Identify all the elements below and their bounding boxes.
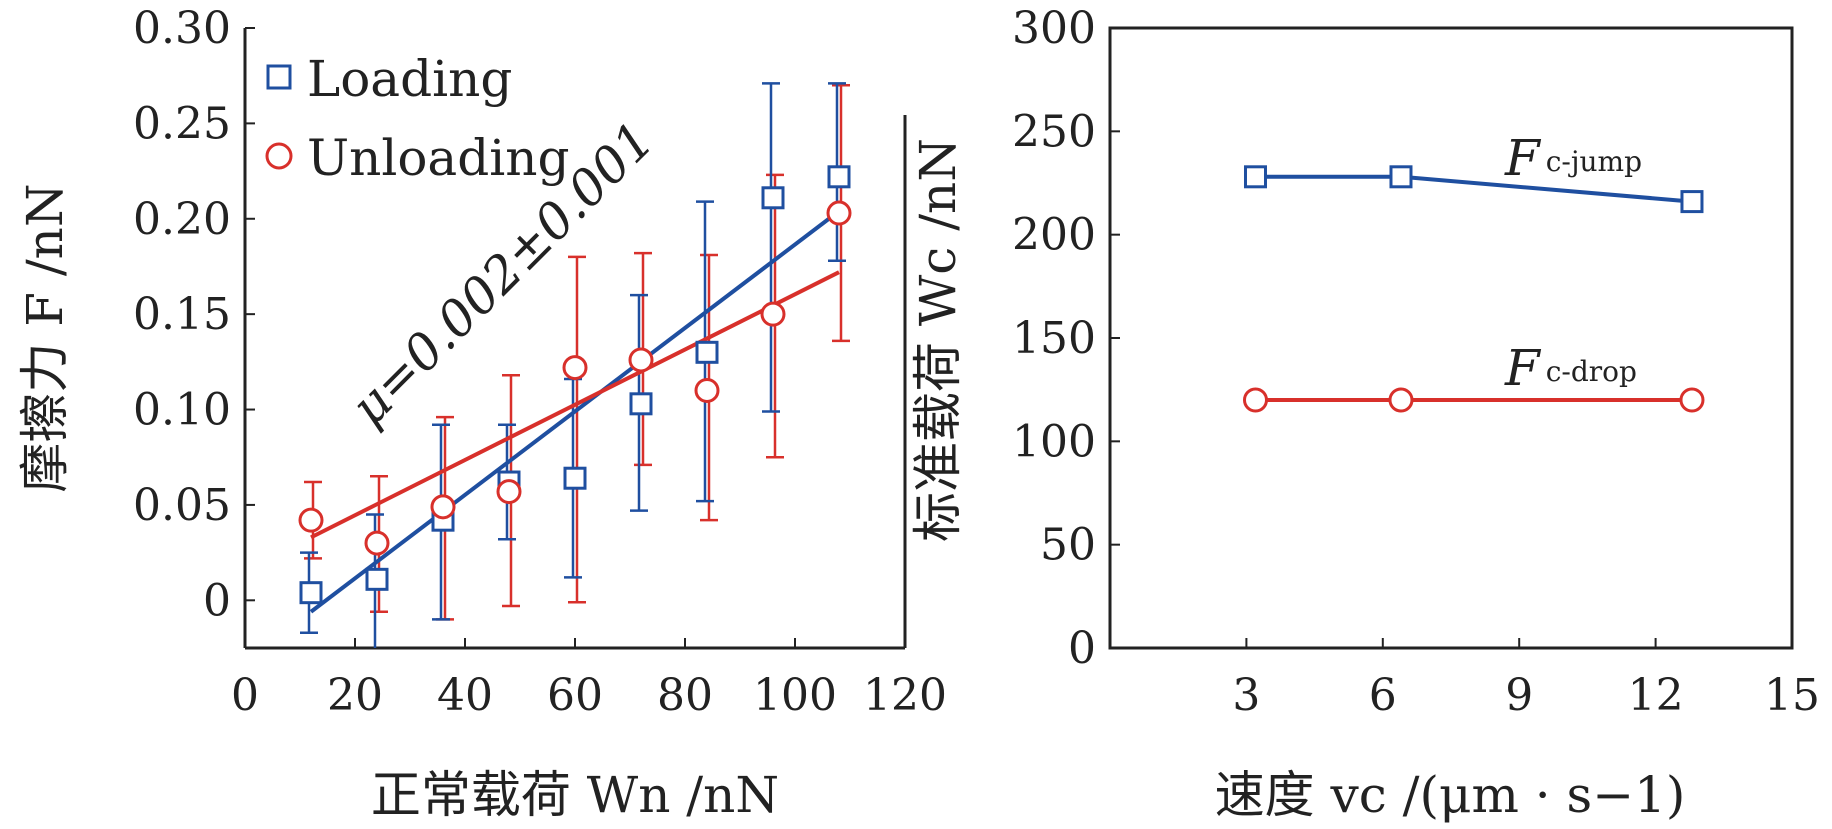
left-x-tick-label: 20 — [327, 670, 383, 721]
left-point-unloading — [826, 200, 852, 226]
legend-unloading-label: Unloading — [307, 129, 569, 187]
series-label-fc-drop-sub: c-drop — [1546, 355, 1637, 388]
right-point-fc-jump — [1680, 190, 1704, 214]
left-point-unloading — [760, 301, 786, 327]
right-x-tick-label: 9 — [1505, 670, 1533, 721]
right-y-tick-label: 300 — [1012, 3, 1096, 54]
left-x-tick-label: 0 — [231, 670, 259, 721]
right-line-fc-jump — [1255, 174, 1693, 204]
right-point-fc-jump — [1389, 165, 1413, 189]
left-fit-line-unloading — [310, 270, 840, 540]
series-label-fc-jump-sub: c-jump — [1546, 145, 1642, 178]
left-y-tick-label: 0.20 — [133, 194, 231, 245]
right-y-tick-label: 0 — [1068, 623, 1096, 674]
left-fit-line-loading — [309, 209, 841, 614]
left-point-loading — [761, 186, 785, 210]
left-point-unloading — [298, 507, 324, 533]
left-point-unloading — [430, 494, 456, 520]
right-x-tick-label: 15 — [1764, 670, 1820, 721]
left-y-tick-label: 0.30 — [133, 3, 231, 54]
right-point-fc-drop — [1242, 387, 1268, 413]
left-y-tick-label: 0.10 — [133, 385, 231, 436]
left-point-loading — [365, 567, 389, 591]
left-point-loading — [629, 392, 653, 416]
left-x-tick-label: 100 — [753, 670, 837, 721]
left-point-loading — [299, 581, 323, 605]
legend-unloading-marker — [265, 142, 293, 170]
left-point-unloading — [364, 530, 390, 556]
left-plot-area — [243, 28, 907, 650]
series-label-fc-jump-main: F — [1504, 129, 1542, 187]
right-markers — [1242, 165, 1705, 413]
left-chart: 0 20 40 60 80 100 120 0 0.05 0.10 0.15 0.20 0.25 0.3… — [16, 3, 947, 824]
left-point-unloading — [496, 479, 522, 505]
right-y-axis-label: 标准载荷 Wc /nN — [909, 138, 967, 542]
right-point-fc-drop — [1388, 387, 1414, 413]
series-label-fc-drop-main: F — [1504, 339, 1542, 397]
left-x-tick-label: 120 — [863, 670, 947, 721]
left-x-tick-label: 80 — [657, 670, 713, 721]
left-x-ticks: 0 20 40 60 80 100 120 — [231, 638, 947, 721]
left-point-loading — [695, 340, 719, 364]
right-x-tick-label: 12 — [1628, 670, 1684, 721]
left-y-ticks: 0 0.05 0.10 0.15 0.20 0.25 0.30 — [133, 3, 255, 626]
legend-loading-label: Loading — [307, 50, 512, 108]
left-y-tick-label: 0 — [203, 575, 231, 626]
left-y-tick-label: 0.25 — [133, 98, 231, 149]
right-x-axis-label: 速度 vc /(μm · s−1) — [1215, 766, 1686, 824]
left-point-unloading — [562, 355, 588, 381]
right-plot-frame — [1108, 26, 1794, 650]
right-x-tick-label: 6 — [1369, 670, 1397, 721]
right-y-tick-label: 100 — [1012, 416, 1096, 467]
left-point-unloading — [694, 377, 720, 403]
right-y-tick-label: 250 — [1012, 106, 1096, 157]
right-y-tick-label: 50 — [1040, 520, 1096, 571]
legend-loading-marker — [266, 64, 292, 90]
right-y-ticks: 0 50 100 150 200 250 300 — [1012, 3, 1120, 674]
right-y-tick-label: 150 — [1012, 313, 1096, 364]
left-x-axis-label: 正常载荷 Wn /nN — [371, 766, 779, 824]
left-x-tick-label: 60 — [547, 670, 603, 721]
left-legend: Loading Unloading — [265, 50, 569, 187]
right-y-tick-label: 200 — [1012, 210, 1096, 261]
left-y-tick-label: 0.05 — [133, 480, 231, 531]
right-point-fc-drop — [1679, 387, 1705, 413]
right-x-tick-label: 3 — [1232, 670, 1260, 721]
left-point-unloading — [628, 347, 654, 373]
left-y-tick-label: 0.15 — [133, 289, 231, 340]
left-fit-lines — [309, 209, 841, 614]
left-y-axis-label: 摩擦力 F /nN — [16, 183, 74, 492]
left-x-tick-label: 40 — [437, 670, 493, 721]
left-markers — [298, 165, 852, 605]
right-x-ticks: 3 6 9 12 15 — [1232, 638, 1820, 721]
left-point-loading — [563, 466, 587, 490]
left-point-loading — [827, 165, 851, 189]
right-point-fc-jump — [1243, 165, 1267, 189]
